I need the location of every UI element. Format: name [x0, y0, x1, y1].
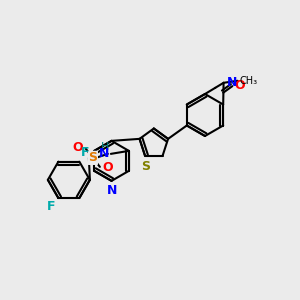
Text: F: F [81, 146, 90, 159]
Text: N: N [226, 76, 237, 89]
Text: N: N [107, 184, 118, 197]
Text: O: O [72, 141, 83, 154]
Text: N: N [98, 147, 109, 161]
Text: H: H [100, 142, 109, 152]
Text: S: S [88, 152, 98, 164]
Text: F: F [47, 200, 56, 213]
Text: O: O [103, 161, 113, 174]
Text: CH₃: CH₃ [240, 76, 258, 86]
Text: O: O [234, 79, 245, 92]
Text: S: S [142, 160, 151, 172]
